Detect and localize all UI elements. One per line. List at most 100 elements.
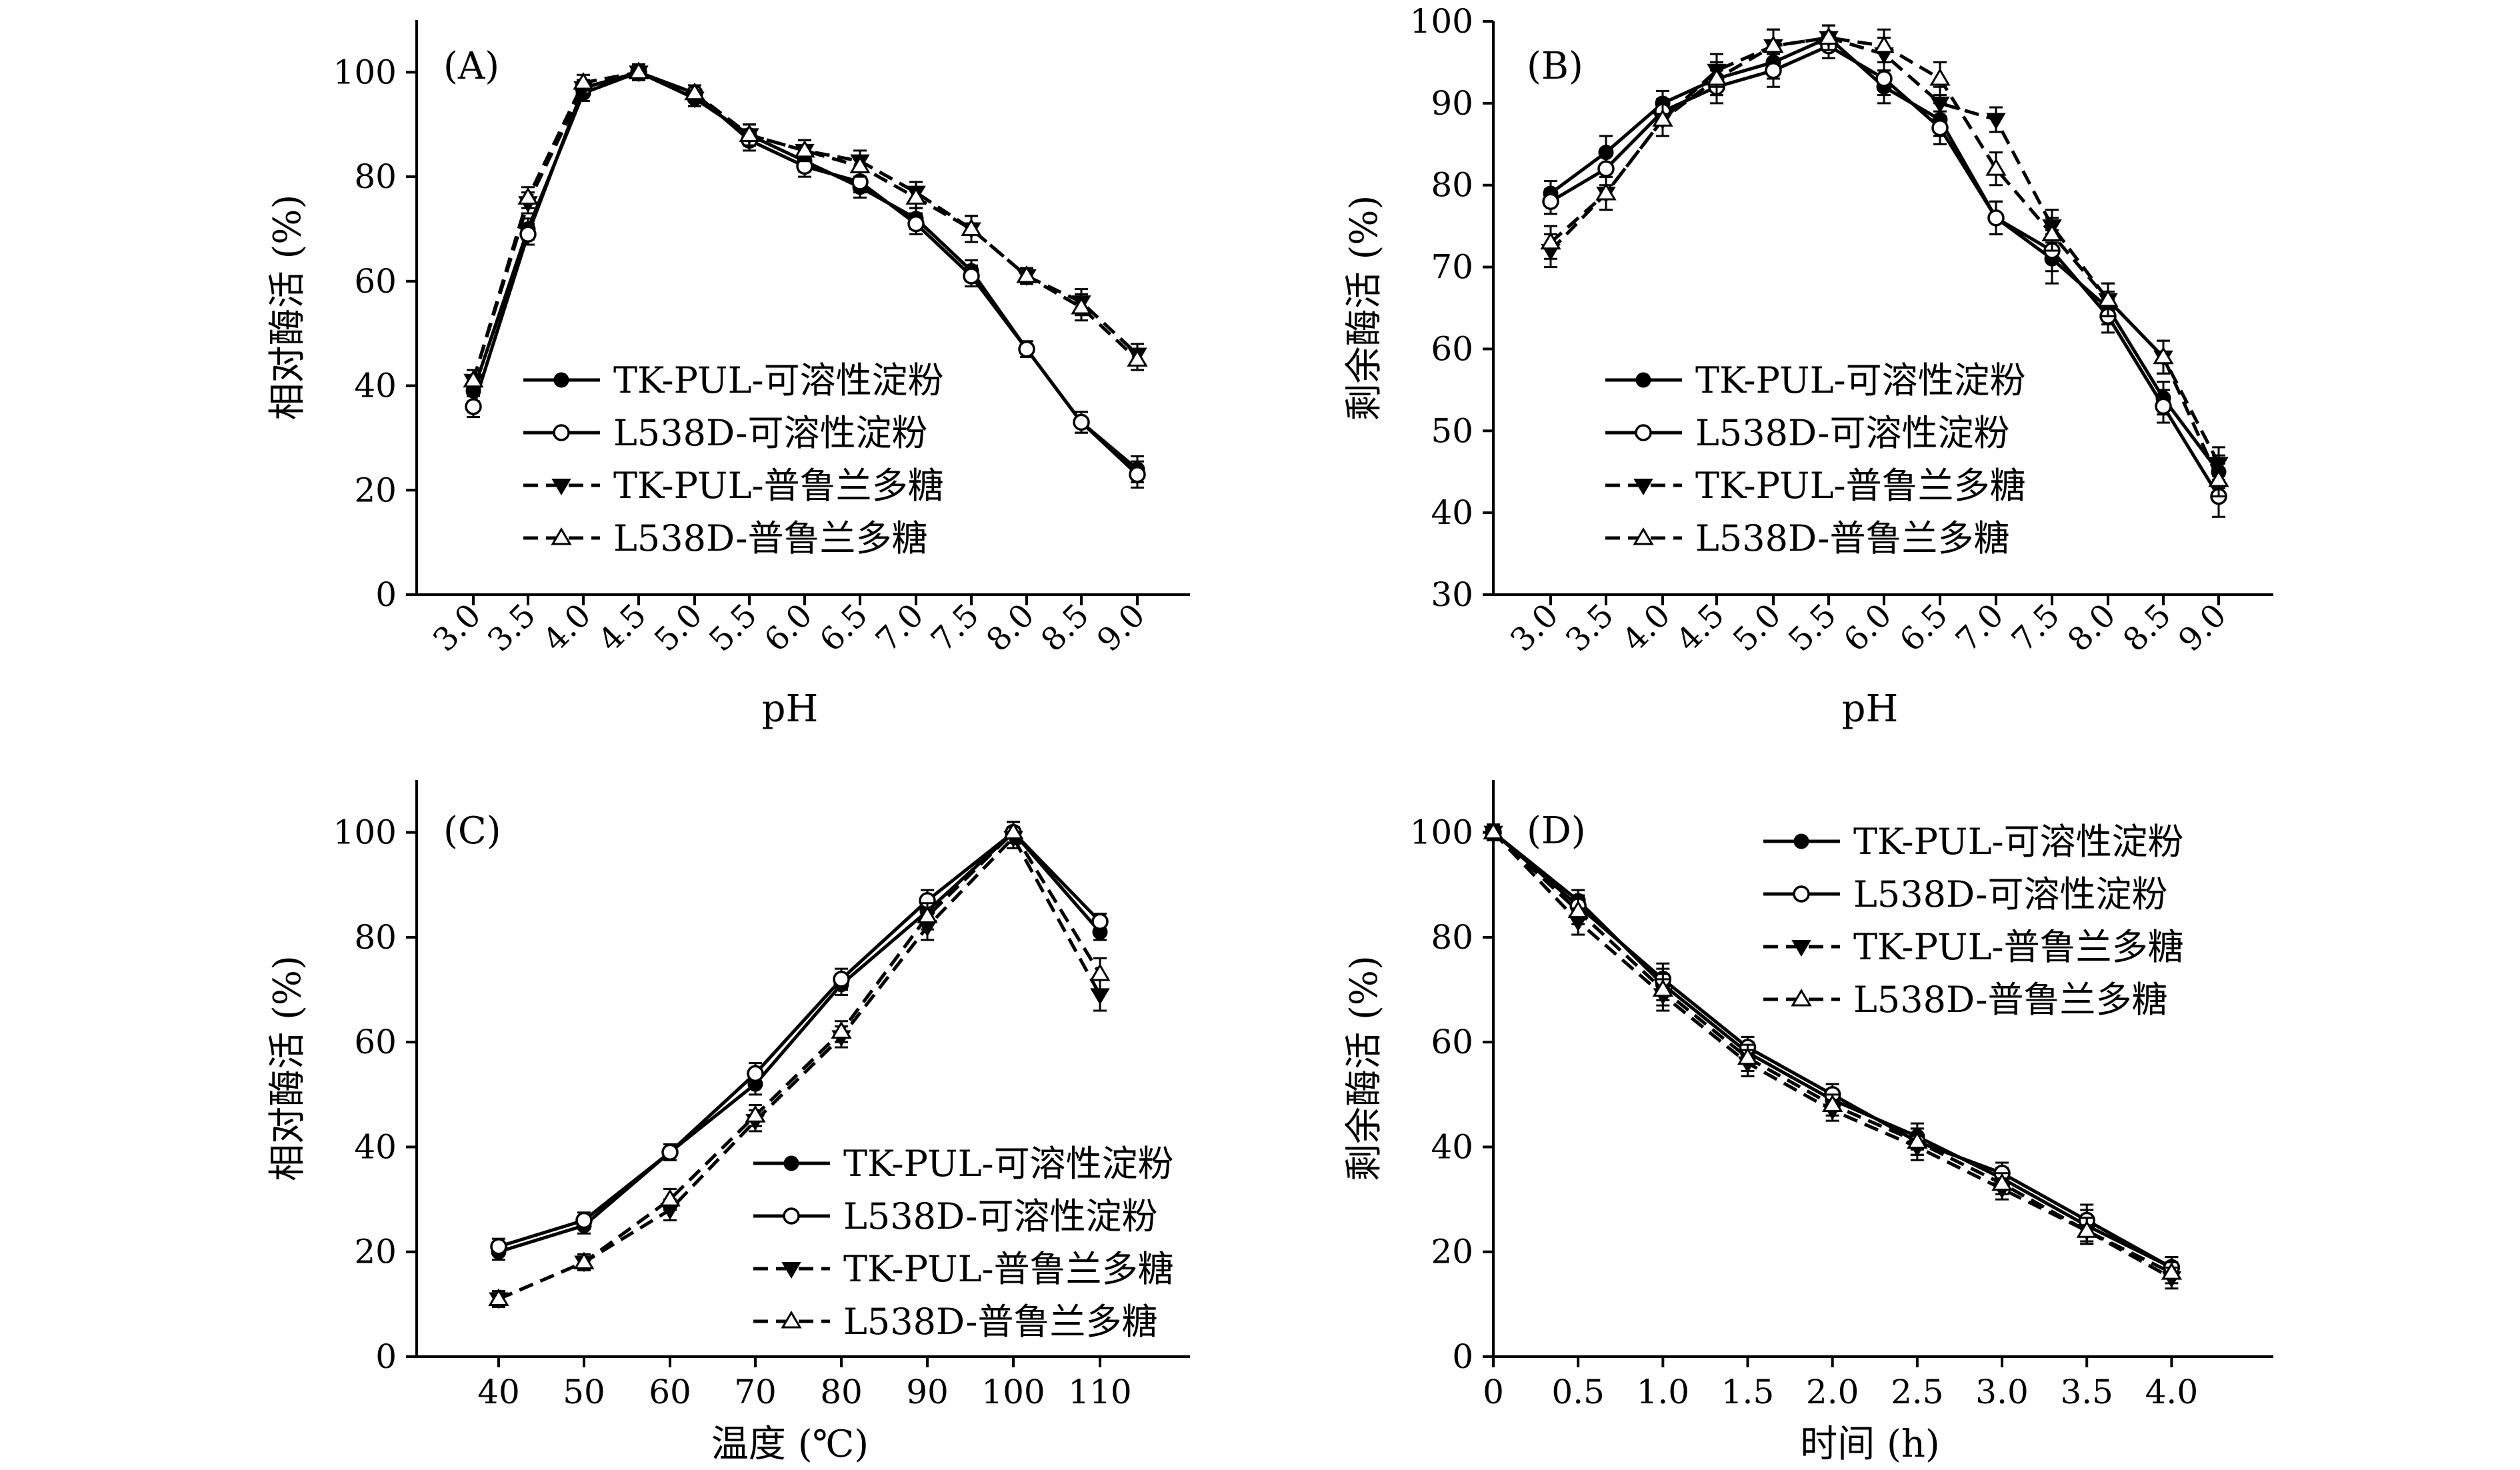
- legend-marker: [551, 479, 571, 495]
- data-point: [1873, 35, 1895, 53]
- panel-a: 0 20 40 60 80 100 3.03.54.04.55.05.56.06.57.07…: [266, 20, 1190, 731]
- data-point: [1542, 193, 1559, 211]
- data-point: [1875, 70, 1893, 87]
- data-point: [1652, 109, 1673, 127]
- data-point: [519, 225, 537, 243]
- x-tick-label: 7.0: [869, 597, 931, 659]
- data-point: [1986, 113, 2006, 130]
- data-point: [1706, 68, 1727, 86]
- data-point: [1071, 297, 1092, 315]
- x-axis-title: 温度 (℃): [711, 1423, 869, 1466]
- x-tick-label: 3.0: [1503, 597, 1566, 659]
- data-point: [961, 218, 982, 236]
- legend-marker: [1633, 527, 1654, 545]
- x-tick-label: 3.5: [1559, 597, 1621, 659]
- x-tick-label: 7.5: [924, 597, 987, 659]
- data-point: [1987, 209, 2005, 227]
- legend-marker: [1635, 372, 1651, 388]
- y-tick-label: 60: [354, 1023, 397, 1061]
- x-tick-label: 7.0: [1949, 597, 2011, 659]
- data-point: [747, 1065, 764, 1083]
- legend-marker: [781, 1311, 802, 1329]
- data-point: [2153, 346, 2174, 365]
- panel-c: 0 20 40 60 80 100 40 50 60 70 80 90 100 110 温度 (℃) 相对酶活…: [266, 780, 1190, 1466]
- x-tick-label: 4.0: [2145, 1373, 2199, 1411]
- data-point: [1907, 1131, 1928, 1149]
- data-point: [575, 1211, 593, 1229]
- data-point: [661, 1143, 679, 1161]
- y-tick-label: 40: [354, 1127, 397, 1166]
- y-tick-label: 80: [354, 918, 397, 957]
- y-tick-label: 20: [354, 1233, 397, 1271]
- x-tick-label: 1.0: [1637, 1373, 1690, 1411]
- legend-label: TK-PUL-可溶性淀粉: [843, 1143, 1174, 1185]
- legend-marker: [783, 1207, 800, 1225]
- x-tick-label: 3.0: [426, 597, 489, 659]
- data-point: [1765, 61, 1782, 79]
- legend-label: L538D-普鲁兰多糖: [613, 517, 927, 559]
- legend-marker: [1635, 424, 1652, 441]
- data-point: [1930, 96, 1950, 113]
- y-axis-title: 剩余酶活 (%): [1343, 955, 1386, 1181]
- data-point: [1003, 821, 1024, 840]
- data-point: [1737, 1047, 1759, 1065]
- x-tick-label: 3.0: [1975, 1373, 2029, 1411]
- y-tick-label: 40: [1431, 1127, 1473, 1166]
- data-point: [1597, 160, 1615, 177]
- y-tick-label: 60: [354, 262, 397, 301]
- x-tick-label: 6.5: [813, 597, 875, 659]
- legend-label: L538D-可溶性淀粉: [843, 1195, 1157, 1237]
- data-point: [465, 398, 482, 415]
- x-axis-title: pH: [762, 687, 819, 731]
- x-tick-label: 0: [1483, 1373, 1504, 1411]
- legend-marker: [1793, 885, 1810, 903]
- x-tick-label: 60: [649, 1373, 691, 1411]
- data-point: [1129, 466, 1146, 483]
- x-tick-label: 40: [477, 1373, 520, 1411]
- data-point: [1931, 119, 1949, 137]
- legend: TK-PUL-可溶性淀粉 L538D-可溶性淀粉 TK-PUL-普鲁兰多糖 L538D…: [523, 359, 944, 559]
- y-tick-label: 100: [333, 53, 397, 91]
- data-point: [1818, 27, 1839, 45]
- legend-label: TK-PUL-可溶性淀粉: [613, 359, 944, 401]
- legend: TK-PUL-可溶性淀粉 L538D-可溶性淀粉 TK-PUL-普鲁兰多糖 L538D…: [1763, 821, 2184, 1021]
- data-point: [1991, 1173, 2013, 1191]
- x-tick-label: 2.0: [1806, 1373, 1859, 1411]
- y-tick-label: 20: [354, 471, 397, 509]
- x-tick-label: 80: [820, 1373, 863, 1411]
- legend-marker: [553, 372, 569, 388]
- y-tick-label: 100: [333, 813, 397, 852]
- data-point: [1091, 913, 1109, 931]
- x-tick-label: 110: [1068, 1373, 1131, 1411]
- data-point: [463, 369, 484, 388]
- legend-marker: [1791, 940, 1811, 957]
- x-tick-label: 6.0: [1837, 597, 1899, 659]
- data-point: [917, 905, 938, 923]
- data-point: [2097, 289, 2119, 307]
- x-tick-label: 3.5: [2060, 1373, 2113, 1411]
- y-axis-title: 相对酶活 (%): [266, 195, 309, 421]
- x-tick-label: 70: [734, 1373, 777, 1411]
- y-tick-label: 0: [1452, 1337, 1473, 1376]
- panel-d: 0 20 40 60 80 100 0 0.5 1.0 1.5 2.0 2.5 3.0 3.5 4.0 时间 …: [1343, 780, 2273, 1466]
- y-tick-label: 80: [354, 157, 397, 196]
- data-point: [2041, 223, 2063, 241]
- y-tick-label: 70: [1431, 248, 1473, 287]
- legend-label: TK-PUL-普鲁兰多糖: [1853, 926, 2184, 968]
- y-tick-label: 30: [1431, 575, 1473, 614]
- x-tick-label: 3.5: [481, 597, 543, 659]
- x-tick-label: 9.0: [1090, 597, 1153, 659]
- data-point: [833, 971, 850, 988]
- series-4: [1483, 821, 2183, 1285]
- panel-b: 30 40 50 60 70 80 90 100 3.03.54.04.55.05.56.06.…: [1343, 2, 2273, 731]
- legend-label: TK-PUL-可溶性淀粉: [1853, 821, 2184, 863]
- data-point: [849, 155, 871, 173]
- series-4: [488, 821, 1111, 1308]
- legend-marker: [783, 1155, 799, 1171]
- data-point: [1567, 900, 1589, 919]
- legend-marker: [1633, 479, 1653, 495]
- series-line: [498, 831, 1101, 1254]
- data-point: [573, 72, 594, 90]
- x-tick-label: 2.5: [1891, 1373, 1944, 1411]
